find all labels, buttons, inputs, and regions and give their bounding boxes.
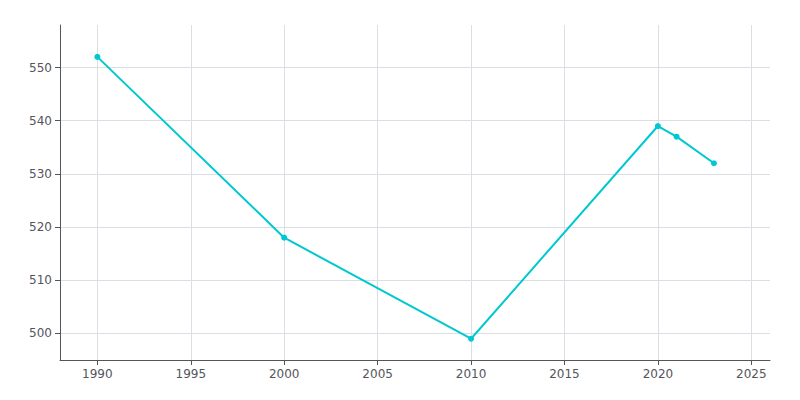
svg-text:2005: 2005 [362, 367, 393, 381]
svg-text:530: 530 [29, 167, 52, 181]
svg-text:2000: 2000 [269, 367, 300, 381]
svg-text:550: 550 [29, 61, 52, 75]
svg-text:2015: 2015 [549, 367, 580, 381]
svg-text:520: 520 [29, 220, 52, 234]
svg-text:2020: 2020 [643, 367, 674, 381]
svg-text:500: 500 [29, 326, 52, 340]
svg-text:1995: 1995 [176, 367, 207, 381]
svg-text:510: 510 [29, 273, 52, 287]
svg-text:2025: 2025 [736, 367, 767, 381]
svg-text:1990: 1990 [82, 367, 113, 381]
svg-text:540: 540 [29, 114, 52, 128]
svg-text:2010: 2010 [456, 367, 487, 381]
